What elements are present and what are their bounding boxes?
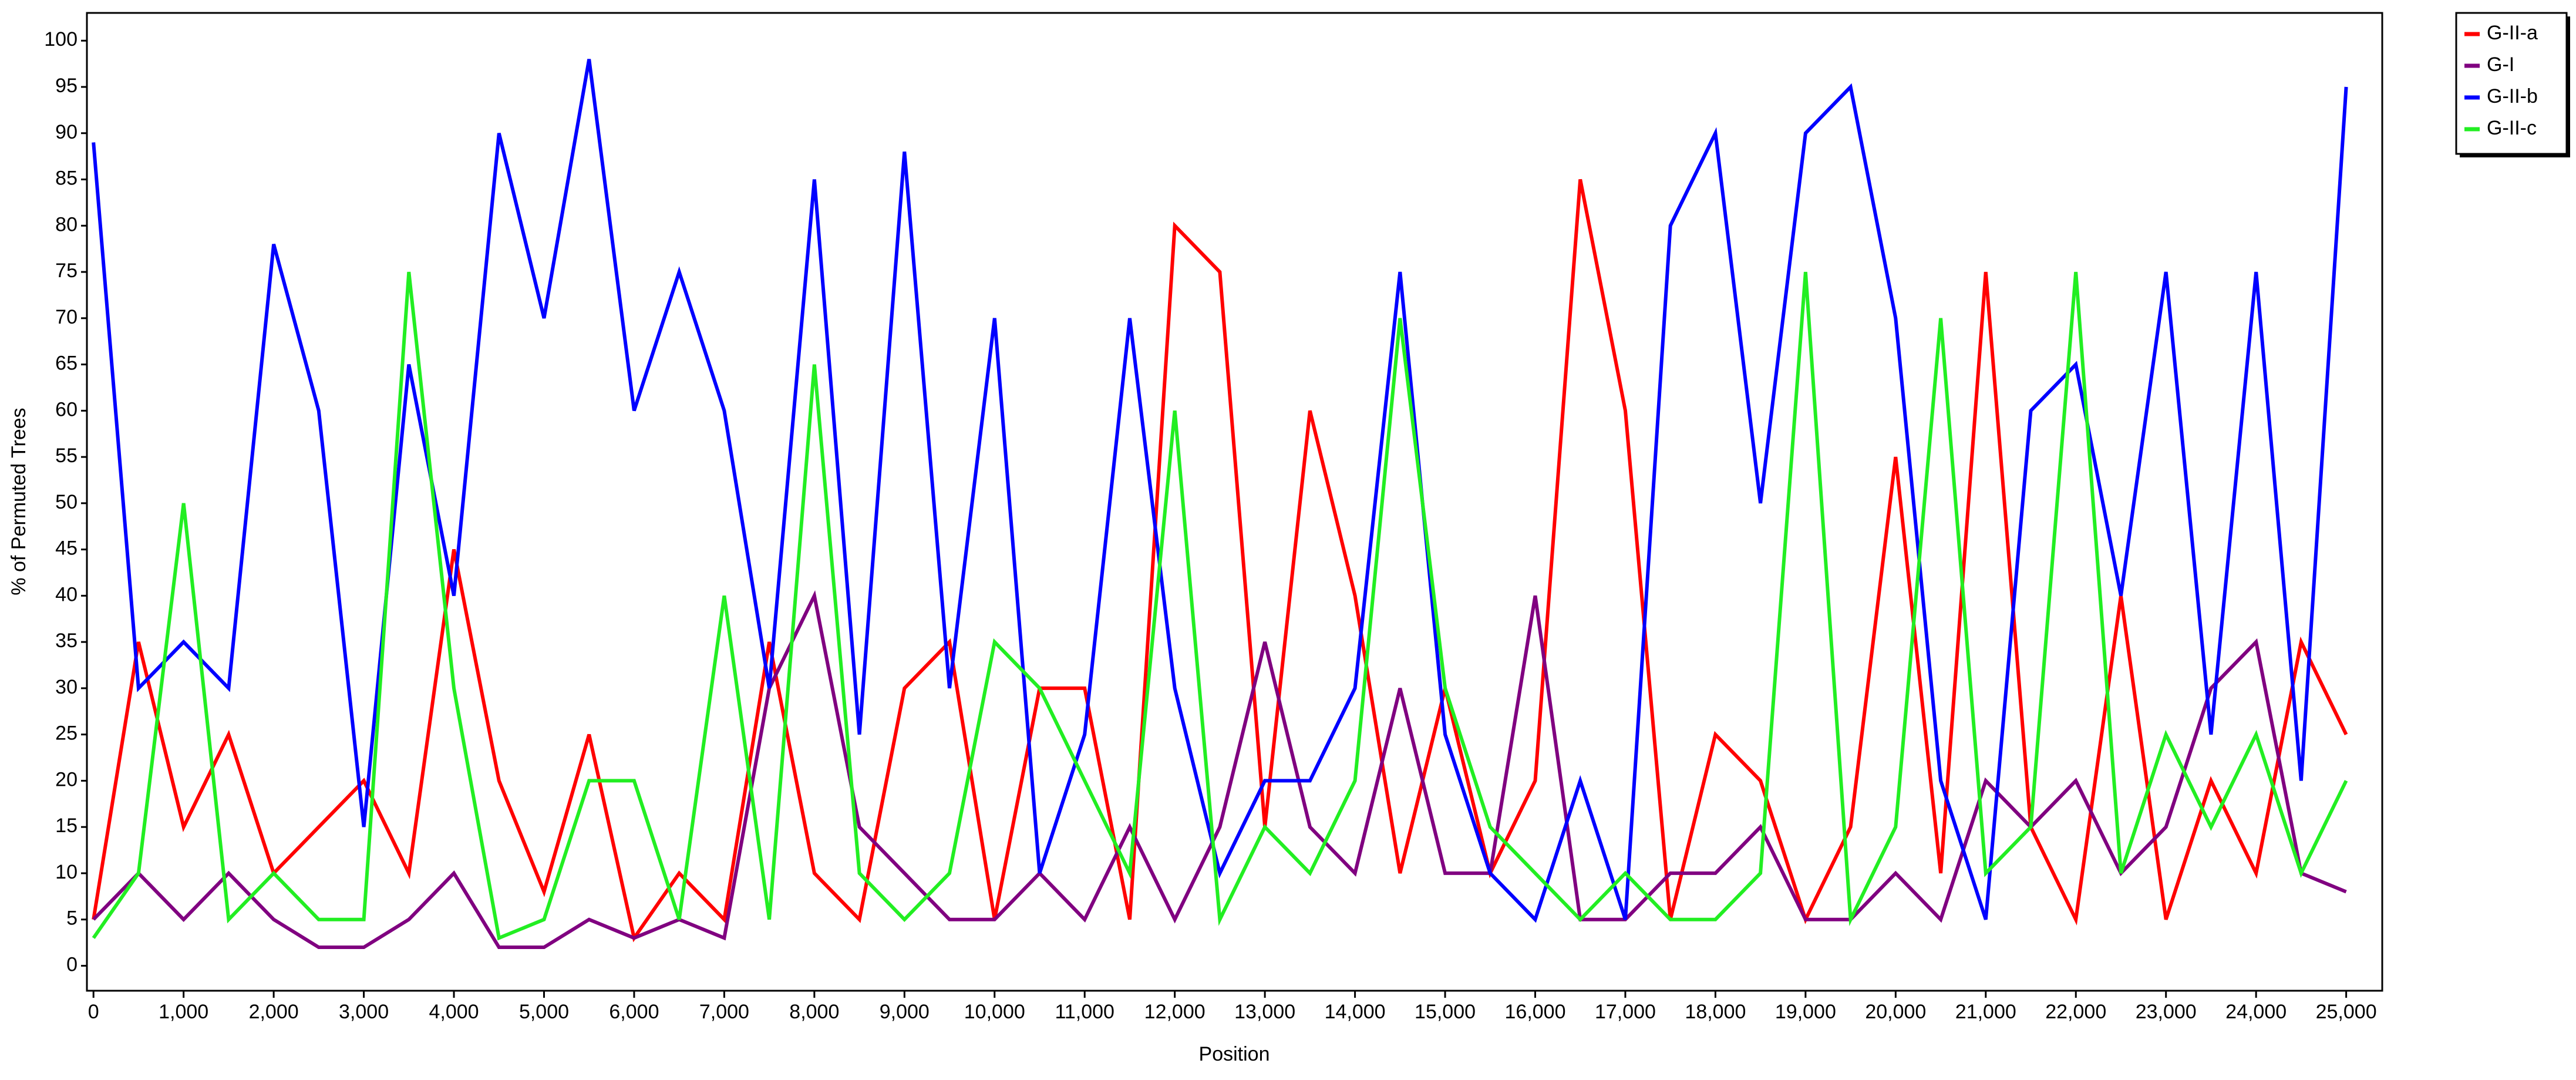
legend-label: G-II-c [2487, 117, 2537, 139]
y-tick-label: 50 [55, 491, 78, 513]
x-tick-label: 23,000 [2136, 1001, 2197, 1023]
x-tick-label: 17,000 [1595, 1001, 1656, 1023]
y-tick-label: 65 [55, 352, 78, 375]
y-tick-label: 15 [55, 815, 78, 837]
x-tick-label: 9,000 [880, 1001, 930, 1023]
legend-label: G-I [2487, 53, 2514, 76]
x-tick-label: 10,000 [964, 1001, 1025, 1023]
y-tick-label: 55 [55, 445, 78, 467]
y-tick-label: 70 [55, 306, 78, 328]
x-tick-label: 4,000 [429, 1001, 479, 1023]
x-tick-label: 5,000 [519, 1001, 569, 1023]
y-tick-label: 85 [55, 167, 78, 190]
x-tick-label: 15,000 [1415, 1001, 1476, 1023]
x-tick-label: 13,000 [1234, 1001, 1295, 1023]
y-tick-label: 90 [55, 121, 78, 143]
series-line [92, 179, 2348, 943]
x-axis-label: Position [1199, 1043, 1270, 1065]
x-tick-label: 0 [88, 1001, 99, 1023]
series-line [92, 59, 2348, 923]
x-tick-label: 21,000 [1955, 1001, 2016, 1023]
y-tick-label: 25 [55, 722, 78, 745]
x-tick-label: 8,000 [789, 1001, 839, 1023]
y-tick-label: 10 [55, 861, 78, 883]
x-tick-label: 20,000 [1865, 1001, 1926, 1023]
x-tick-label: 2,000 [249, 1001, 299, 1023]
y-tick-label: 60 [55, 398, 78, 420]
y-tick-label: 35 [55, 630, 78, 652]
series-line [92, 271, 2348, 941]
y-axis-label: % of Permuted Trees [8, 408, 30, 595]
y-tick-label: 0 [66, 953, 78, 975]
x-tick-label: 12,000 [1144, 1001, 1205, 1023]
x-tick-label: 3,000 [339, 1001, 389, 1023]
y-tick-label: 5 [66, 907, 78, 930]
y-tick-label: 30 [55, 676, 78, 698]
x-tick-label: 6,000 [609, 1001, 659, 1023]
x-tick-label: 1,000 [159, 1001, 208, 1023]
x-tick-label: 22,000 [2045, 1001, 2106, 1023]
x-tick-label: 25,000 [2316, 1001, 2377, 1023]
y-tick-label: 40 [55, 583, 78, 605]
y-tick-label: 75 [55, 260, 78, 282]
x-tick-label: 19,000 [1775, 1001, 1836, 1023]
x-tick-label: 14,000 [1325, 1001, 1386, 1023]
legend-label: G-II-b [2487, 85, 2538, 107]
y-tick-label: 95 [55, 75, 78, 97]
x-tick-label: 11,000 [1055, 1001, 1114, 1023]
plot-frame [86, 12, 2383, 992]
y-tick-label: 80 [55, 213, 78, 235]
y-tick-label: 45 [55, 537, 78, 560]
series-line [92, 590, 2347, 949]
x-tick-label: 16,000 [1505, 1001, 1566, 1023]
y-tick-label: 100 [44, 28, 78, 51]
x-tick-label: 7,000 [699, 1001, 749, 1023]
x-tick-label: 18,000 [1685, 1001, 1746, 1023]
legend-label: G-II-a [2487, 22, 2538, 44]
x-tick-label: 24,000 [2225, 1001, 2287, 1023]
y-tick-label: 20 [55, 768, 78, 790]
